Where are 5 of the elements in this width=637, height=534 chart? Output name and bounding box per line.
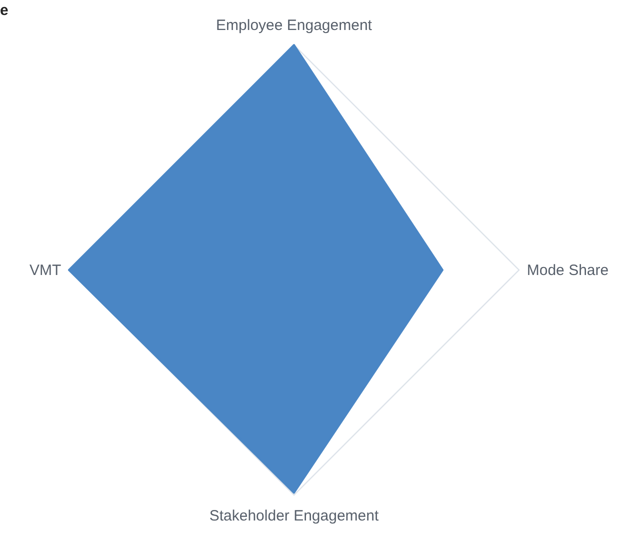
spoke-label: VMT	[29, 262, 62, 279]
spoke-label: Employee Engagement	[216, 16, 373, 34]
chart-title: e	[0, 2, 8, 19]
spoke-label: Mode Share	[526, 262, 609, 279]
spoke-label: Stakeholder Engagement	[209, 507, 380, 524]
